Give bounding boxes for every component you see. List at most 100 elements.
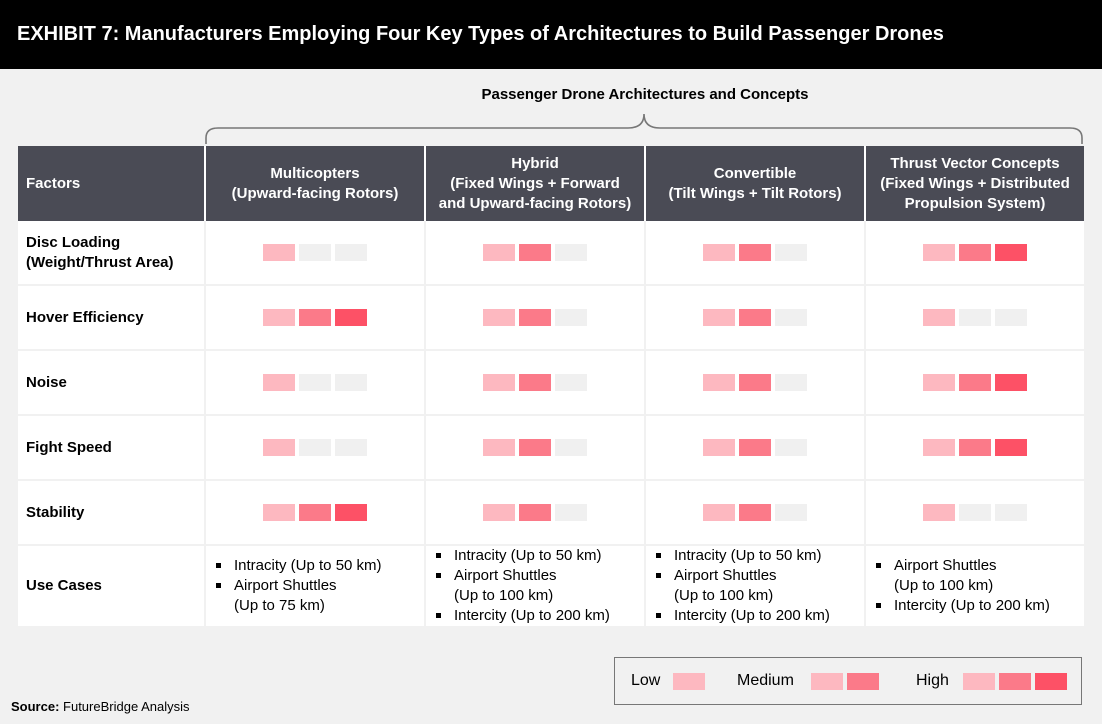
factor-label-line: Disc Loading — [26, 233, 121, 251]
use-case-list: Airport Shuttles (Up to 100 km) Intercity… — [866, 556, 1084, 616]
rating-cell — [204, 479, 425, 545]
rating-box-filled — [703, 503, 735, 521]
rating-box-filled — [703, 438, 735, 456]
rating-box-filled — [483, 243, 515, 261]
rating-box-filled — [923, 243, 955, 261]
rating-indicator — [483, 438, 587, 456]
source-label: Source: — [11, 699, 60, 714]
rating-box-filled — [335, 503, 367, 521]
table-row-use-cases: Use Cases Intracity (Up to 50 km) Airpor… — [18, 544, 1084, 626]
use-case-list: Intracity (Up to 50 km) Airport Shuttles… — [646, 546, 864, 626]
rating-box-filled — [483, 373, 515, 391]
use-case-list: Intracity (Up to 50 km) Airport Shuttles… — [206, 556, 424, 616]
use-case-text: Intracity (Up to 50 km) — [234, 557, 382, 574]
rating-box-empty — [555, 243, 587, 261]
column-header-line: Convertible — [713, 164, 797, 182]
rating-indicator — [703, 438, 807, 456]
column-header-line: (Fixed Wings + Distributed — [880, 174, 1070, 192]
legend-swatch-medium-2 — [847, 673, 879, 690]
rating-cell — [644, 284, 865, 350]
rating-cell — [424, 414, 645, 480]
table-header-row: Factors Multicopters (Upward-facing Roto… — [18, 146, 1084, 221]
rating-cell — [204, 414, 425, 480]
list-item: Airport Shuttles (Up to 75 km) — [216, 576, 424, 616]
rating-cell — [644, 349, 865, 415]
rating-box-filled — [263, 503, 295, 521]
rating-box-filled — [923, 308, 955, 326]
use-case-text: Airport Shuttles — [894, 557, 997, 574]
source-note: Source: FutureBridge Analysis — [11, 699, 189, 714]
rating-box-filled — [739, 243, 771, 261]
rating-indicator — [703, 243, 807, 261]
rating-box-empty — [959, 308, 991, 326]
use-case-text: Intracity (Up to 50 km) — [674, 547, 822, 564]
use-case-text: Airport Shuttles — [234, 577, 337, 594]
factor-label: Stability — [18, 479, 205, 545]
rating-indicator — [923, 308, 1027, 326]
exhibit-header: EXHIBIT 7: Manufacturers Employing Four … — [0, 0, 1102, 69]
column-header-line: Propulsion System) — [904, 194, 1046, 212]
rating-indicator — [703, 308, 807, 326]
list-item: Intercity (Up to 200 km) — [656, 606, 864, 626]
rating-cell — [864, 221, 1084, 285]
use-case-text: (Up to 100 km) — [894, 577, 994, 594]
rating-box-filled — [739, 438, 771, 456]
use-case-text: (Up to 75 km) — [234, 597, 325, 614]
rating-indicator — [703, 503, 807, 521]
rating-cell — [864, 414, 1084, 480]
list-item: Airport Shuttles (Up to 100 km) — [436, 566, 644, 606]
rating-cell — [864, 479, 1084, 545]
column-header-convertible: Convertible (Tilt Wings + Tilt Rotors) — [644, 146, 865, 221]
rating-box-filled — [739, 503, 771, 521]
rating-box-empty — [775, 243, 807, 261]
list-item: Airport Shuttles (Up to 100 km) — [656, 566, 864, 606]
rating-box-empty — [775, 503, 807, 521]
factors-header: Factors — [18, 146, 205, 221]
table-row-disc-loading: Disc Loading (Weight/Thrust Area) — [18, 221, 1084, 285]
rating-box-filled — [335, 308, 367, 326]
rating-box-filled — [483, 438, 515, 456]
factor-label-line: Noise — [26, 373, 67, 391]
rating-box-empty — [775, 308, 807, 326]
rating-cell — [204, 221, 425, 285]
rating-box-filled — [959, 373, 991, 391]
rating-cell — [644, 479, 865, 545]
rating-box-empty — [335, 243, 367, 261]
column-header-line: Hybrid — [511, 154, 559, 172]
rating-cell — [644, 414, 865, 480]
factor-label-line: Hover Efficiency — [26, 308, 144, 326]
rating-cell — [424, 479, 645, 545]
source-text: FutureBridge Analysis — [59, 699, 190, 714]
use-case-text: Intracity (Up to 50 km) — [454, 547, 602, 564]
legend-swatch-high-3 — [1035, 673, 1067, 690]
legend-label-high: High — [916, 672, 949, 689]
rating-indicator — [263, 243, 367, 261]
rating-cell — [424, 284, 645, 350]
rating-indicator — [263, 308, 367, 326]
column-group-brace — [205, 113, 1083, 144]
rating-box-filled — [519, 308, 551, 326]
rating-box-filled — [703, 373, 735, 391]
rating-box-filled — [703, 308, 735, 326]
rating-box-filled — [519, 243, 551, 261]
factor-label: Use Cases — [18, 544, 205, 626]
rating-box-filled — [995, 243, 1027, 261]
use-case-cell: Intracity (Up to 50 km) Airport Shuttles… — [644, 544, 865, 626]
factor-label: Hover Efficiency — [18, 284, 205, 350]
rating-box-filled — [923, 373, 955, 391]
rating-box-filled — [519, 373, 551, 391]
column-header-line: Multicopters — [270, 164, 360, 182]
rating-box-empty — [555, 373, 587, 391]
column-header-multicopters: Multicopters (Upward-facing Rotors) — [204, 146, 425, 221]
table-row-hover-efficiency: Hover Efficiency — [18, 284, 1084, 350]
column-header-line: (Tilt Wings + Tilt Rotors) — [668, 184, 842, 202]
list-item: Intercity (Up to 200 km) — [876, 596, 1084, 616]
list-item: Intracity (Up to 50 km) — [216, 556, 424, 576]
rating-box-filled — [923, 503, 955, 521]
use-case-text: Intercity (Up to 200 km) — [894, 597, 1050, 614]
rating-box-filled — [995, 373, 1027, 391]
rating-box-filled — [299, 308, 331, 326]
rating-indicator — [923, 503, 1027, 521]
column-header-line: (Upward-facing Rotors) — [231, 184, 399, 202]
use-case-list: Intracity (Up to 50 km) Airport Shuttles… — [426, 546, 644, 626]
